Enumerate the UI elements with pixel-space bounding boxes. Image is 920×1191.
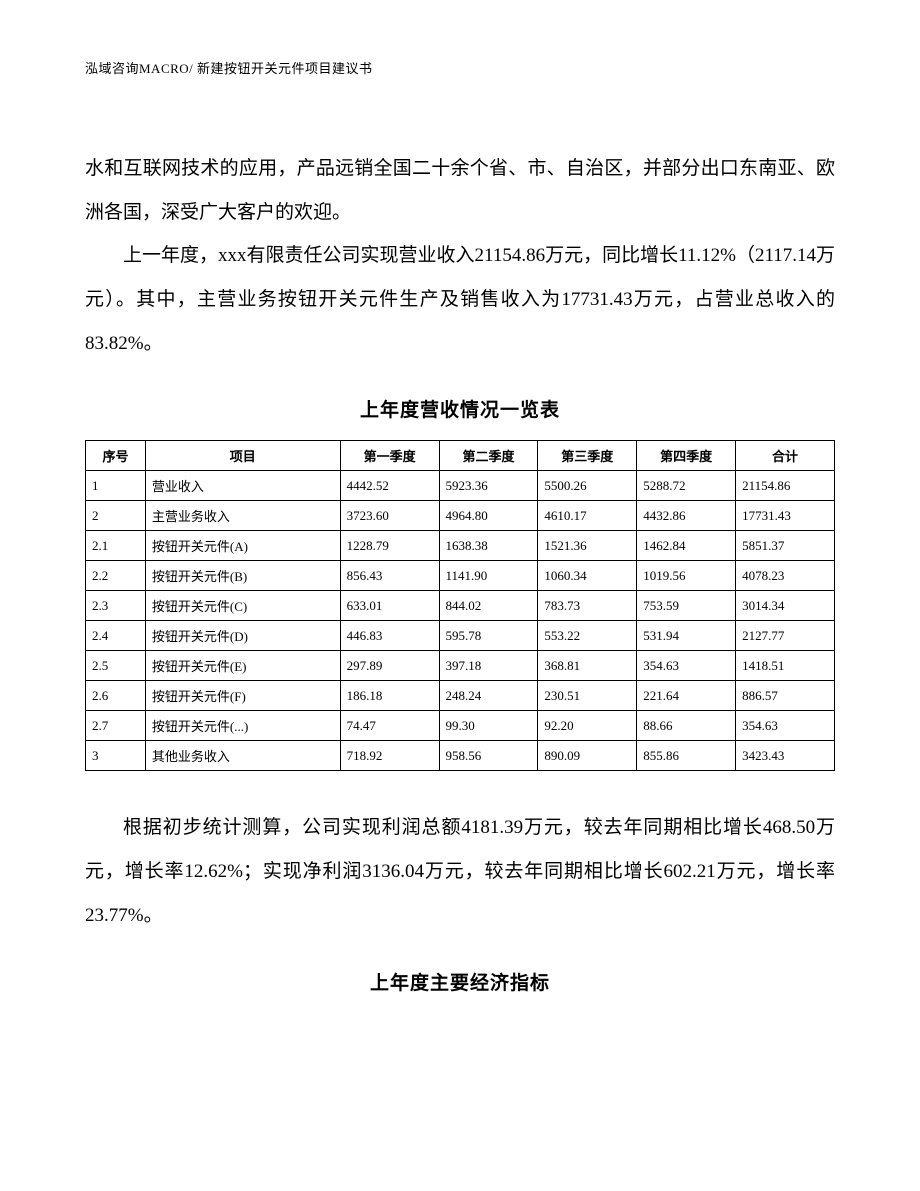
table-cell: 2.3 [86, 591, 146, 621]
table-row: 1营业收入4442.525923.365500.265288.7221154.8… [86, 471, 835, 501]
table-cell: 553.22 [538, 621, 637, 651]
table-cell: 230.51 [538, 681, 637, 711]
header-q3: 第三季度 [538, 441, 637, 471]
table-row: 3其他业务收入718.92958.56890.09855.863423.43 [86, 741, 835, 771]
table-cell: 2.4 [86, 621, 146, 651]
header-q1: 第一季度 [340, 441, 439, 471]
table-cell: 1521.36 [538, 531, 637, 561]
table-cell: 354.63 [637, 651, 736, 681]
table-row: 2.1按钮开关元件(A)1228.791638.381521.361462.84… [86, 531, 835, 561]
table-cell: 354.63 [736, 711, 835, 741]
table-cell: 958.56 [439, 741, 538, 771]
table-cell: 按钮开关元件(E) [145, 651, 340, 681]
table-cell: 按钮开关元件(D) [145, 621, 340, 651]
table-row: 2.3按钮开关元件(C)633.01844.02783.73753.593014… [86, 591, 835, 621]
table-cell: 297.89 [340, 651, 439, 681]
table-cell: 890.09 [538, 741, 637, 771]
header-q2: 第二季度 [439, 441, 538, 471]
table-cell: 718.92 [340, 741, 439, 771]
table-cell: 886.57 [736, 681, 835, 711]
table-cell: 5500.26 [538, 471, 637, 501]
table-cell: 531.94 [637, 621, 736, 651]
table-title-2: 上年度主要经济指标 [85, 968, 835, 995]
table-cell: 4078.23 [736, 561, 835, 591]
table-cell: 844.02 [439, 591, 538, 621]
table-cell: 1141.90 [439, 561, 538, 591]
table-cell: 3 [86, 741, 146, 771]
table-cell: 按钮开关元件(...) [145, 711, 340, 741]
table-title-1: 上年度营收情况一览表 [85, 395, 835, 422]
paragraph-3: 根据初步统计测算，公司实现利润总额4181.39万元，较去年同期相比增长468.… [85, 806, 835, 937]
table-cell: 2.1 [86, 531, 146, 561]
table-cell: 2.6 [86, 681, 146, 711]
table-cell: 99.30 [439, 711, 538, 741]
table-cell: 主营业务收入 [145, 501, 340, 531]
table-cell: 1462.84 [637, 531, 736, 561]
table-cell: 1019.56 [637, 561, 736, 591]
table-cell: 633.01 [340, 591, 439, 621]
table-cell: 92.20 [538, 711, 637, 741]
header-seq: 序号 [86, 441, 146, 471]
table-cell: 856.43 [340, 561, 439, 591]
table-cell: 营业收入 [145, 471, 340, 501]
table-cell: 4442.52 [340, 471, 439, 501]
paragraph-1: 水和互联网技术的应用，产品远销全国二十余个省、市、自治区，并部分出口东南亚、欧洲… [85, 147, 835, 234]
table-row: 2主营业务收入3723.604964.804610.174432.8617731… [86, 501, 835, 531]
table-cell: 1418.51 [736, 651, 835, 681]
body-text-block-2: 根据初步统计测算，公司实现利润总额4181.39万元，较去年同期相比增长468.… [85, 806, 835, 937]
table-row: 2.2按钮开关元件(B)856.431141.901060.341019.564… [86, 561, 835, 591]
table-cell: 221.64 [637, 681, 736, 711]
table-header-row: 序号 项目 第一季度 第二季度 第三季度 第四季度 合计 [86, 441, 835, 471]
table-cell: 按钮开关元件(F) [145, 681, 340, 711]
table-cell: 5923.36 [439, 471, 538, 501]
table-cell: 1060.34 [538, 561, 637, 591]
table-cell: 21154.86 [736, 471, 835, 501]
table-cell: 446.83 [340, 621, 439, 651]
table-cell: 248.24 [439, 681, 538, 711]
header-total: 合计 [736, 441, 835, 471]
table-cell: 2.7 [86, 711, 146, 741]
header-item: 项目 [145, 441, 340, 471]
table-cell: 按钮开关元件(C) [145, 591, 340, 621]
paragraph-2: 上一年度，xxx有限责任公司实现营业收入21154.86万元，同比增长11.12… [85, 234, 835, 365]
table-cell: 753.59 [637, 591, 736, 621]
table-cell: 1228.79 [340, 531, 439, 561]
table-cell: 其他业务收入 [145, 741, 340, 771]
table-cell: 3014.34 [736, 591, 835, 621]
table-row: 2.4按钮开关元件(D)446.83595.78553.22531.942127… [86, 621, 835, 651]
table-cell: 2.5 [86, 651, 146, 681]
table-cell: 3423.43 [736, 741, 835, 771]
page-header: 泓域咨询MACRO/ 新建按钮开关元件项目建议书 [85, 58, 835, 77]
table-cell: 74.47 [340, 711, 439, 741]
table-cell: 368.81 [538, 651, 637, 681]
table-row: 2.7按钮开关元件(...)74.4799.3092.2088.66354.63 [86, 711, 835, 741]
body-text-block-1: 水和互联网技术的应用，产品远销全国二十余个省、市、自治区，并部分出口东南亚、欧洲… [85, 147, 835, 365]
revenue-table: 序号 项目 第一季度 第二季度 第三季度 第四季度 合计 1营业收入4442.5… [85, 440, 835, 771]
table-cell: 397.18 [439, 651, 538, 681]
table-cell: 按钮开关元件(A) [145, 531, 340, 561]
table-cell: 2127.77 [736, 621, 835, 651]
table-cell: 1638.38 [439, 531, 538, 561]
table-cell: 按钮开关元件(B) [145, 561, 340, 591]
table-row: 2.6按钮开关元件(F)186.18248.24230.51221.64886.… [86, 681, 835, 711]
table-cell: 2.2 [86, 561, 146, 591]
table-cell: 2 [86, 501, 146, 531]
table-cell: 3723.60 [340, 501, 439, 531]
table-cell: 595.78 [439, 621, 538, 651]
table-cell: 4432.86 [637, 501, 736, 531]
table-cell: 4964.80 [439, 501, 538, 531]
table-cell: 1 [86, 471, 146, 501]
table-cell: 5851.37 [736, 531, 835, 561]
table-cell: 17731.43 [736, 501, 835, 531]
table-row: 2.5按钮开关元件(E)297.89397.18368.81354.631418… [86, 651, 835, 681]
header-q4: 第四季度 [637, 441, 736, 471]
table-cell: 4610.17 [538, 501, 637, 531]
table-cell: 855.86 [637, 741, 736, 771]
table-cell: 783.73 [538, 591, 637, 621]
table-cell: 88.66 [637, 711, 736, 741]
table-cell: 186.18 [340, 681, 439, 711]
table-cell: 5288.72 [637, 471, 736, 501]
